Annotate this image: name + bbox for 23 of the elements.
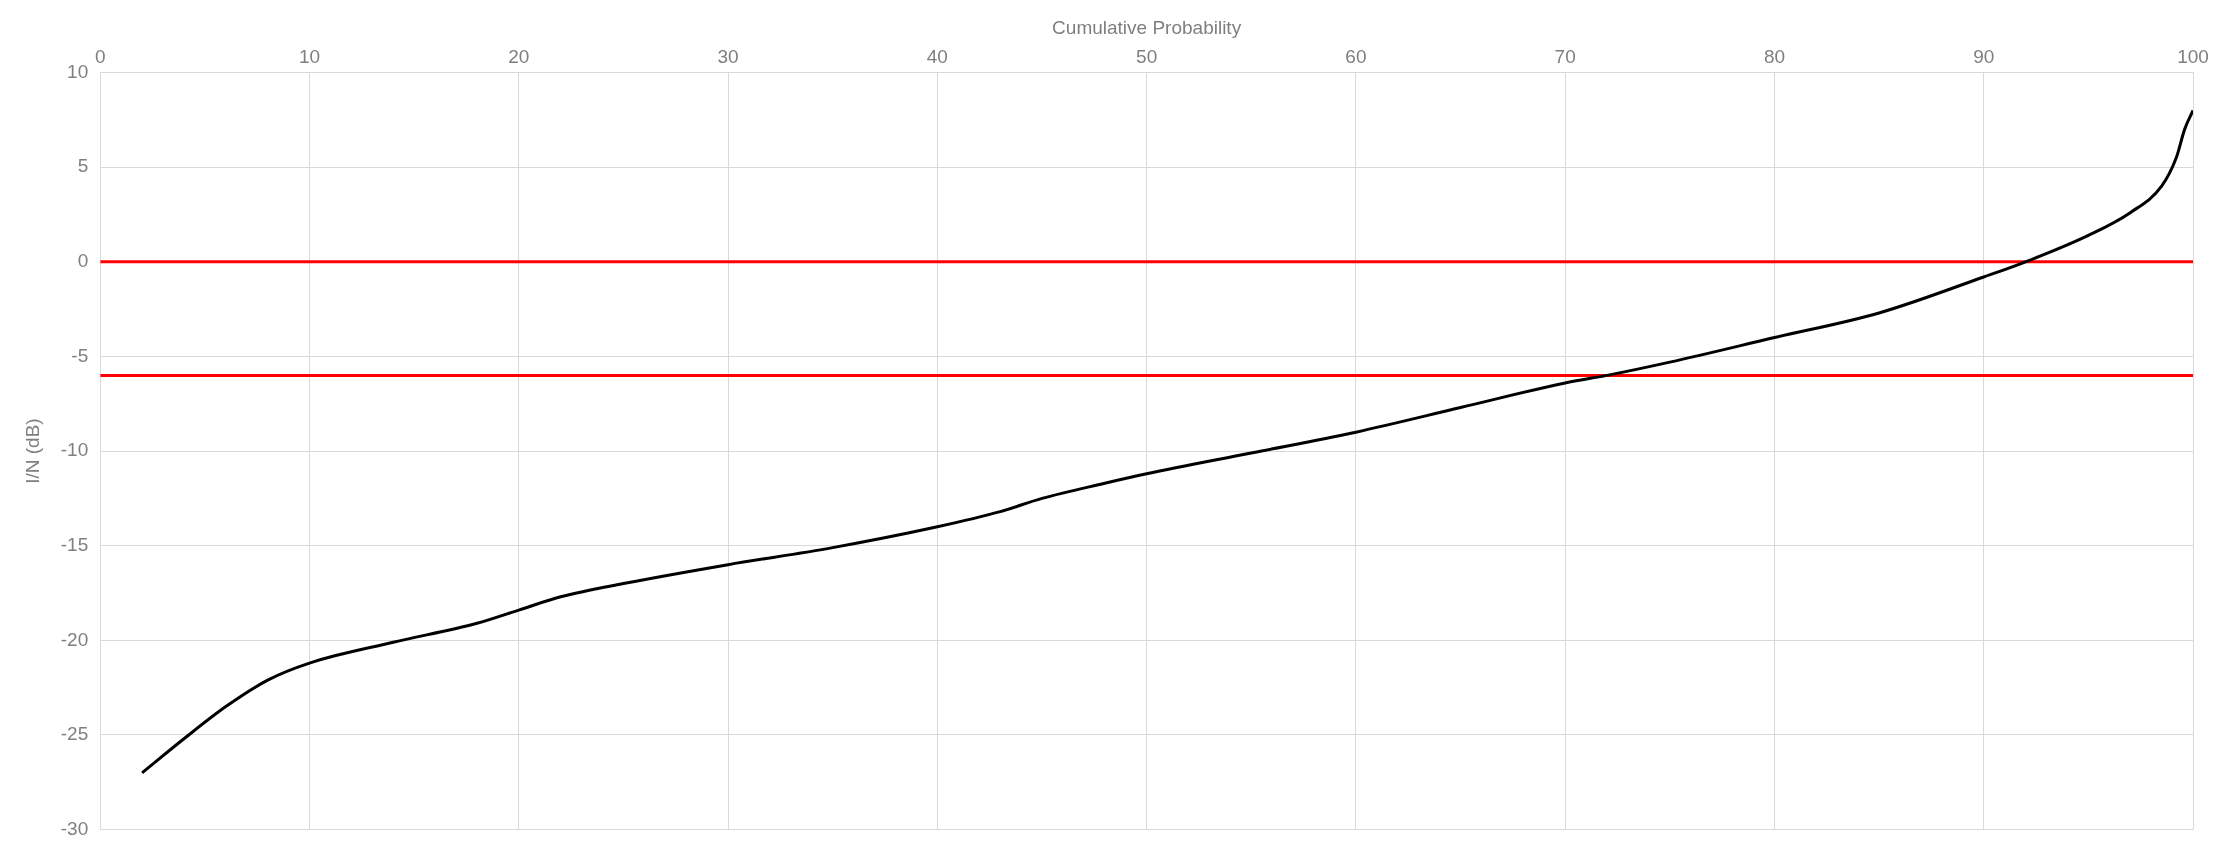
y-axis-title: I/N (dB) [21, 418, 43, 484]
y-tick-label: 10 [67, 60, 89, 82]
x-tick-label: 80 [1763, 46, 1786, 68]
y-tick-label: -30 [60, 817, 89, 839]
x-tick-label: 50 [1136, 46, 1158, 68]
x-tick-label: 0 [94, 46, 106, 68]
y-tick-label: -25 [60, 723, 89, 745]
y-tick-label: 5 [77, 155, 89, 177]
line-series [140, 108, 2193, 775]
x-tick-label: 40 [926, 46, 948, 68]
y-tick-label: -20 [60, 628, 89, 650]
x-tick-label: 10 [298, 46, 321, 68]
x-tick-label: 100 [2177, 46, 2209, 68]
x-tick-label: 30 [717, 46, 739, 68]
x-tick-label: 70 [1554, 46, 1576, 68]
x-axis-title: Cumulative Probability [1052, 16, 1242, 38]
x-tick-label: 60 [1345, 46, 1367, 68]
y-tick-label: 0 [77, 250, 89, 272]
y-tick-label: -10 [60, 439, 89, 461]
y-tick-label: -5 [71, 344, 89, 366]
y-tick-label: -15 [60, 533, 89, 555]
x-tick-label: 90 [1973, 46, 1995, 68]
x-tick-label: 20 [508, 46, 530, 68]
